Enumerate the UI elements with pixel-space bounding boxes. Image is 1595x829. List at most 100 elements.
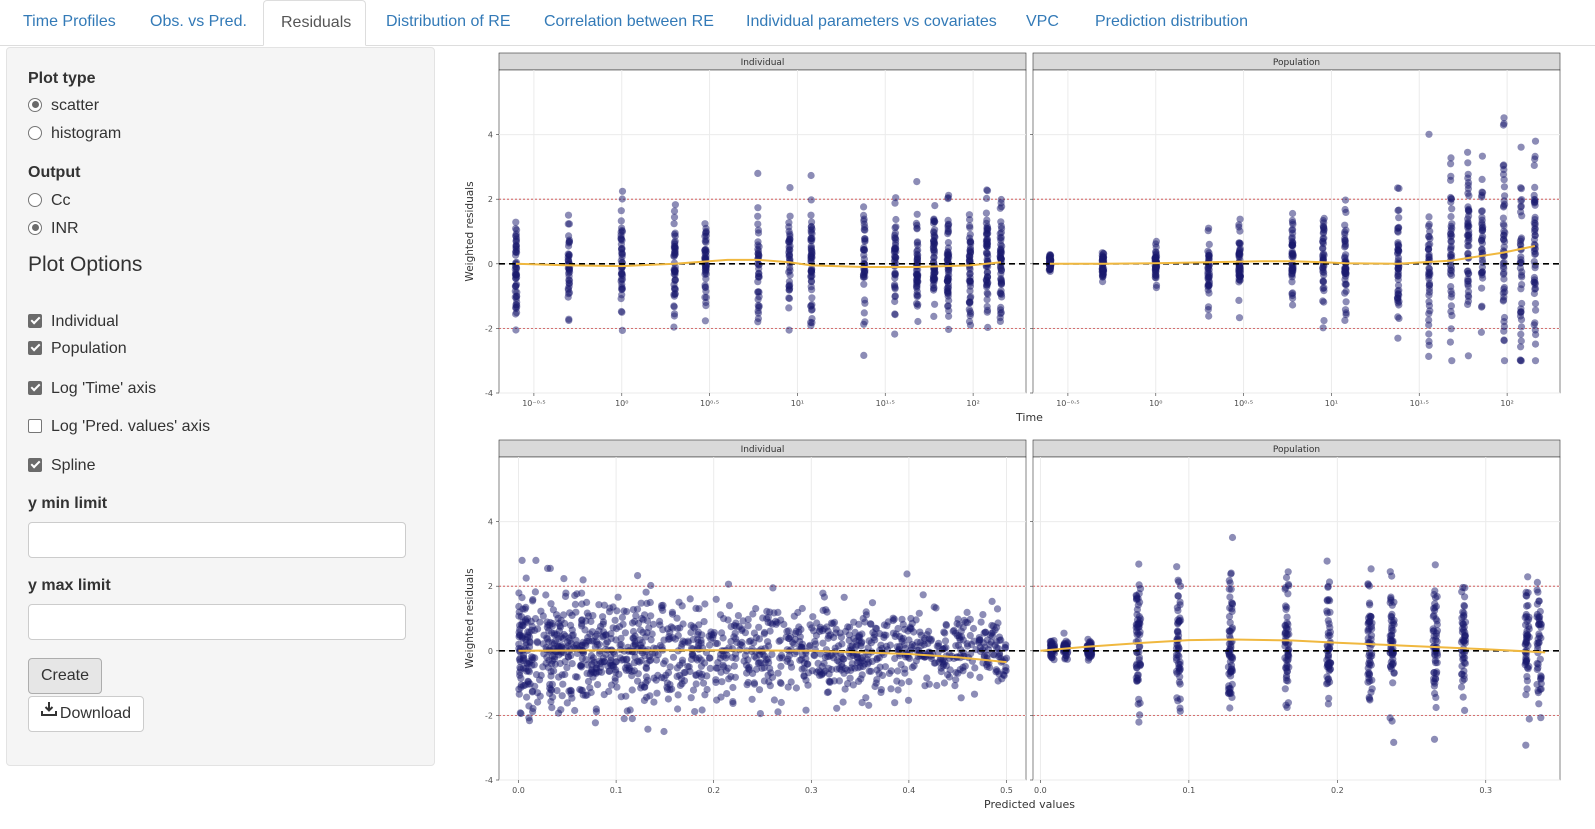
data-point bbox=[660, 727, 668, 736]
checkbox-log-time-axis-box[interactable] bbox=[28, 380, 42, 395]
tab-obs-vs-pred[interactable]: Obs. vs Pred. bbox=[150, 13, 247, 30]
data-point bbox=[1281, 685, 1289, 693]
data-point bbox=[564, 653, 573, 661]
data-point bbox=[1447, 172, 1455, 180]
data-point bbox=[851, 628, 859, 637]
data-point bbox=[983, 256, 991, 264]
data-point bbox=[671, 284, 679, 292]
radio-scatter-indicator[interactable] bbox=[28, 97, 42, 112]
data-point bbox=[701, 247, 709, 255]
data-point bbox=[796, 656, 804, 664]
data-point bbox=[861, 618, 869, 626]
data-point bbox=[565, 238, 573, 246]
data-point bbox=[556, 659, 564, 668]
checkbox-population-box[interactable] bbox=[28, 340, 42, 355]
data-point bbox=[971, 664, 979, 672]
checkbox-log-pred-axis[interactable]: Log 'Pred. values' axis bbox=[28, 417, 210, 437]
data-point bbox=[865, 667, 873, 675]
data-point bbox=[548, 704, 556, 712]
data-point bbox=[642, 664, 651, 673]
data-point bbox=[1002, 663, 1010, 671]
radio-inr-indicator[interactable] bbox=[28, 220, 42, 235]
radio-inr[interactable]: INR bbox=[28, 219, 79, 239]
data-point bbox=[1499, 214, 1507, 222]
data-point bbox=[965, 277, 974, 285]
data-point bbox=[927, 637, 935, 645]
data-point bbox=[1531, 137, 1540, 145]
spline-curve bbox=[1050, 245, 1536, 265]
data-point bbox=[982, 229, 991, 237]
data-point bbox=[671, 201, 679, 209]
y-min-limit-input[interactable] bbox=[28, 522, 406, 558]
tab-vpc[interactable]: VPC bbox=[1026, 13, 1059, 30]
y-max-limit-input[interactable] bbox=[28, 604, 406, 640]
spline-curve bbox=[1040, 638, 1546, 654]
data-point bbox=[620, 607, 628, 615]
checkbox-log-time-axis[interactable]: Log 'Time' axis bbox=[28, 379, 156, 399]
download-button[interactable]: Download bbox=[28, 696, 144, 732]
data-point bbox=[860, 220, 868, 228]
data-point bbox=[1425, 302, 1433, 310]
data-point bbox=[1341, 243, 1349, 251]
data-point bbox=[1226, 704, 1234, 712]
data-point bbox=[912, 266, 921, 274]
data-point bbox=[1425, 352, 1433, 360]
data-points bbox=[1045, 114, 1540, 365]
data-point bbox=[919, 591, 927, 599]
download-button-label: Download bbox=[59, 705, 132, 723]
data-point bbox=[529, 708, 537, 716]
checkbox-individual-box[interactable] bbox=[28, 313, 42, 328]
create-button[interactable]: Create bbox=[28, 658, 102, 694]
data-point bbox=[1288, 241, 1296, 249]
data-point bbox=[1500, 269, 1508, 277]
data-point bbox=[1288, 235, 1296, 243]
data-point bbox=[1394, 290, 1402, 298]
x-tick-label: 10⁰·⁵ bbox=[1234, 399, 1253, 408]
radio-cc-indicator[interactable] bbox=[28, 192, 42, 207]
y-tick-label: 0 bbox=[488, 260, 493, 269]
tab-residuals[interactable]: Residuals bbox=[263, 0, 366, 46]
data-point bbox=[517, 683, 525, 691]
x-tick-label: 0.4 bbox=[903, 786, 916, 795]
tab-time-profiles[interactable]: Time Profiles bbox=[23, 13, 116, 30]
radio-histogram[interactable]: histogram bbox=[28, 124, 121, 144]
radio-histogram-indicator[interactable] bbox=[28, 125, 42, 140]
data-point bbox=[646, 692, 654, 700]
data-point bbox=[930, 254, 938, 262]
tab-correlation-between-re[interactable]: Correlation between RE bbox=[544, 13, 714, 30]
tab-individual-parameters-vs-covariates[interactable]: Individual parameters vs covariates bbox=[746, 13, 997, 30]
data-point bbox=[1394, 281, 1403, 289]
data-point bbox=[517, 665, 525, 673]
data-point bbox=[1478, 302, 1486, 310]
data-point bbox=[949, 627, 957, 635]
data-point bbox=[586, 684, 594, 692]
data-point bbox=[1235, 314, 1244, 322]
data-point bbox=[754, 226, 762, 234]
data-point bbox=[912, 616, 920, 624]
checkbox-spline[interactable]: Spline bbox=[28, 456, 95, 476]
checkbox-log-pred-axis-box[interactable] bbox=[28, 418, 42, 433]
data-point bbox=[674, 631, 682, 640]
data-point bbox=[680, 677, 689, 685]
x-tick-label: 10² bbox=[966, 399, 979, 408]
data-point bbox=[1479, 232, 1487, 240]
data-point bbox=[944, 228, 952, 236]
data-point bbox=[1501, 288, 1509, 296]
tab-distribution-of-re[interactable]: Distribution of RE bbox=[386, 13, 511, 30]
x-tick-label: 10⁻⁰·⁵ bbox=[1056, 399, 1079, 408]
data-point bbox=[1426, 271, 1434, 279]
data-point bbox=[1285, 645, 1293, 654]
checkbox-individual[interactable]: Individual bbox=[28, 312, 119, 332]
data-point bbox=[1395, 206, 1403, 214]
data-point bbox=[512, 258, 521, 266]
radio-cc[interactable]: Cc bbox=[28, 191, 71, 211]
radio-scatter[interactable]: scatter bbox=[28, 96, 99, 116]
data-point bbox=[671, 268, 679, 277]
data-point bbox=[1534, 588, 1542, 596]
data-point bbox=[701, 600, 709, 608]
data-point bbox=[1465, 207, 1473, 215]
checkbox-population[interactable]: Population bbox=[28, 339, 127, 359]
tab-prediction-distribution[interactable]: Prediction distribution bbox=[1095, 13, 1248, 30]
x-tick-label: 10¹·⁵ bbox=[876, 399, 895, 408]
checkbox-spline-box[interactable] bbox=[28, 457, 42, 472]
